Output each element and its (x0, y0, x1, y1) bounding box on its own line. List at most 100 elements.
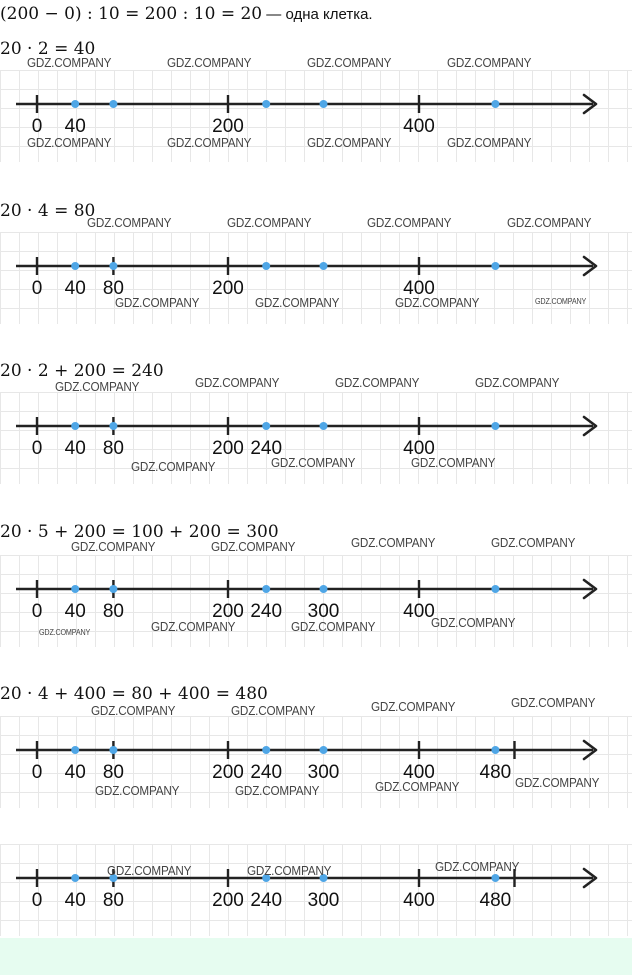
point-dot (109, 874, 118, 882)
point-dot (319, 422, 328, 430)
tick-label: 0 (32, 890, 43, 911)
number-line-5: 0 40 80 200 240 300 400 480 (16, 739, 598, 783)
watermark: GDZ.COMPANY (131, 459, 216, 474)
watermark: GDZ.COMPANY (447, 55, 532, 70)
watermark: GDZ.COMPANY (291, 619, 376, 634)
tick-label: 0 (32, 601, 43, 622)
equation-5: 20 · 4 + 400 = 80 + 400 = 480 (0, 684, 268, 704)
point-dot (491, 874, 500, 882)
watermark: GDZ.COMPANY (491, 535, 576, 550)
number-line-4: 0 40 80 200 240 300 400 (16, 578, 598, 622)
watermark: GDZ.COMPANY (431, 615, 516, 630)
watermark: GDZ.COMPANY (367, 215, 452, 230)
point-dot (262, 100, 271, 108)
point-dot (262, 422, 271, 430)
watermark: GDZ.COMPANY (227, 215, 312, 230)
point-dot (109, 100, 118, 108)
tick-label: 240 (250, 890, 282, 911)
point-dot (491, 422, 500, 430)
tick-label: 40 (65, 278, 86, 299)
watermark: GDZ.COMPANY (475, 375, 560, 390)
tick-label: 40 (65, 890, 86, 911)
tick-label: 400 (403, 278, 435, 299)
point-dot (71, 262, 80, 270)
point-dot (262, 585, 271, 593)
watermark: GDZ.COMPANY (39, 628, 91, 637)
watermark: GDZ.COMPANY (271, 455, 356, 470)
tick-label: 40 (65, 116, 86, 137)
arrow-head (582, 739, 598, 761)
equation-4: 20 · 5 + 200 = 100 + 200 = 300 (0, 522, 279, 542)
watermark: GDZ.COMPANY (511, 695, 596, 710)
watermark: GDZ.COMPANY (371, 699, 456, 714)
tick-label: 240 (250, 601, 282, 622)
watermark: GDZ.COMPANY (167, 55, 252, 70)
tick-label: 0 (32, 762, 43, 783)
point-dot (262, 746, 271, 754)
tick-label: 200 (212, 438, 244, 459)
tick-label: 40 (65, 438, 86, 459)
tick-label: 240 (250, 762, 282, 783)
tick-label: 80 (103, 438, 124, 459)
arrow-head (582, 255, 598, 277)
watermark: GDZ.COMPANY (515, 775, 600, 790)
number-line-panel-4: 0 40 80 200 240 300 400 (0, 555, 632, 647)
tick-label: 400 (403, 762, 435, 783)
watermark: GDZ.COMPANY (235, 783, 320, 798)
number-line-panel-1: 0 40 200 400 (0, 70, 632, 162)
watermark: GDZ.COMPANY (351, 535, 436, 550)
watermark: GDZ.COMPANY (55, 379, 140, 394)
point-dot (491, 585, 500, 593)
number-line-3: 0 40 80 200 240 400 (16, 415, 598, 459)
watermark: GDZ.COMPANY (307, 55, 392, 70)
number-line-panel-2: 0 40 80 200 400 (0, 232, 632, 324)
watermark: GDZ.COMPANY (255, 295, 340, 310)
point-dot (319, 262, 328, 270)
bottom-band (0, 938, 632, 975)
point-dot (491, 746, 500, 754)
watermark: GDZ.COMPANY (435, 859, 520, 874)
number-line-panel-3: 0 40 80 200 240 400 (0, 392, 632, 484)
point-dot (319, 585, 328, 593)
watermark: GDZ.COMPANY (167, 135, 252, 150)
point-dot (71, 746, 80, 754)
arrow-head (582, 415, 598, 437)
equation-1: 20 · 2 = 40 (0, 39, 96, 59)
point-dot (262, 874, 271, 882)
point-dot (109, 585, 118, 593)
point-dot (109, 262, 118, 270)
tick-label: 480 (480, 762, 512, 783)
watermark: GDZ.COMPANY (211, 539, 296, 554)
point-dot (262, 262, 271, 270)
watermark: GDZ.COMPANY (95, 783, 180, 798)
watermark: GDZ.COMPANY (91, 703, 176, 718)
tick-label: 400 (403, 116, 435, 137)
header-text: — одна клетка. (262, 6, 373, 23)
header-formula: (200 − 0) : 10 = 200 : 10 = 20 (0, 4, 263, 24)
point-dot (491, 262, 500, 270)
point-dot (71, 100, 80, 108)
watermark: GDZ.COMPANY (375, 779, 460, 794)
tick-label: 0 (32, 116, 43, 137)
watermark: GDZ.COMPANY (335, 375, 420, 390)
tick-label: 200 (212, 762, 244, 783)
equation-2: 20 · 4 = 80 (0, 201, 96, 221)
point-dot (109, 422, 118, 430)
point-dot (71, 422, 80, 430)
number-line-2: 0 40 80 200 400 (16, 255, 598, 299)
watermark: GDZ.COMPANY (27, 55, 112, 70)
tick-label: 240 (250, 438, 282, 459)
tick-label: 400 (403, 890, 435, 911)
watermark: GDZ.COMPANY (535, 297, 587, 306)
tick-label: 0 (32, 438, 43, 459)
watermark: GDZ.COMPANY (27, 135, 112, 150)
tick-label: 300 (308, 762, 340, 783)
watermark: GDZ.COMPANY (307, 135, 392, 150)
tick-label: 0 (32, 278, 43, 299)
tick-label: 200 (212, 116, 244, 137)
watermark: GDZ.COMPANY (71, 539, 156, 554)
point-dot (109, 746, 118, 754)
point-dot (491, 100, 500, 108)
watermark: GDZ.COMPANY (447, 135, 532, 150)
tick-label: 200 (212, 601, 244, 622)
